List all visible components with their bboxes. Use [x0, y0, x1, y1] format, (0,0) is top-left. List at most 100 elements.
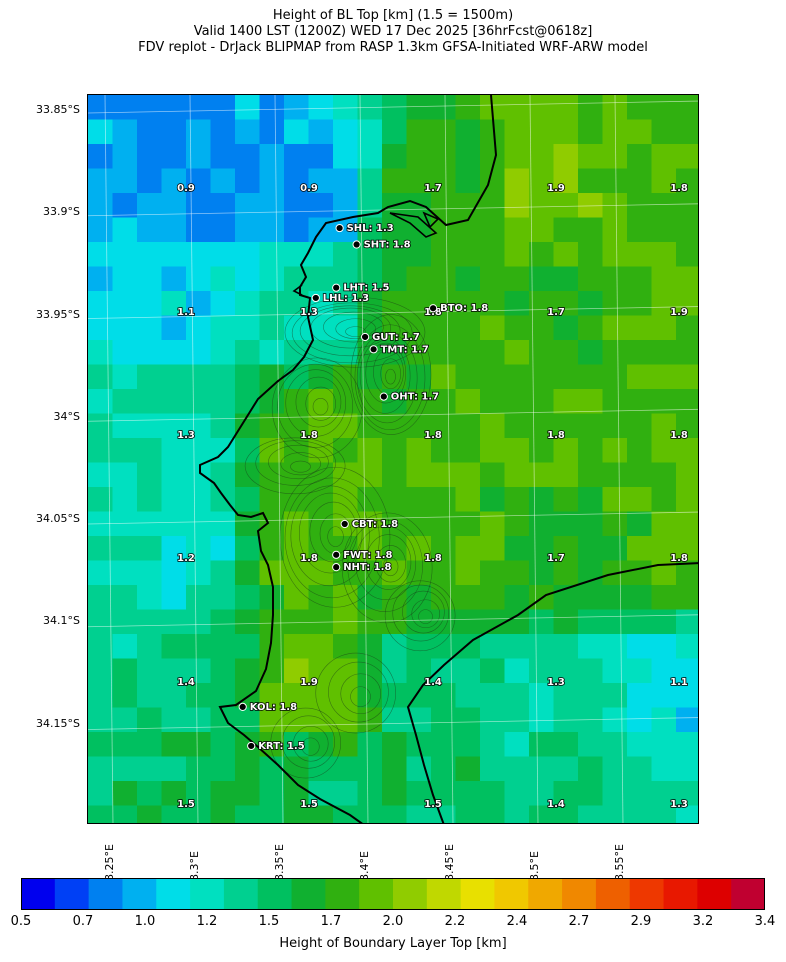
colorbar-segment — [426, 878, 462, 910]
colorbar-tick-label: 0.5 — [10, 914, 32, 929]
grid-value-label: 1.8 — [300, 430, 318, 441]
colorbar-segment — [21, 878, 56, 910]
site-label: TMT: 1.7 — [381, 344, 429, 355]
colorbar-segment — [663, 878, 698, 910]
grid-value-label: 1.7 — [547, 307, 565, 318]
colorbar-label: Height of Boundary Layer Top [km] — [279, 936, 507, 951]
grid-value-label: 1.9 — [670, 307, 688, 318]
grid-value-label: 1.4 — [424, 677, 442, 688]
colorbar-segment — [460, 878, 495, 910]
graticule — [88, 95, 698, 823]
site-label: GUT: 1.7 — [372, 332, 420, 343]
grid-value-label: 1.8 — [424, 430, 442, 441]
site-label: CBT: 1.8 — [352, 519, 398, 530]
map-panel[interactable]: 0.9 0.9 1.7 1.9 1.8 1.1 1.3 1.8 1.7 1.9 1.3 1.8 1.8 1… — [87, 94, 699, 824]
grid-value-label: 1.8 — [547, 430, 565, 441]
map-canvas[interactable]: 0.9 0.9 1.7 1.9 1.8 1.1 1.3 1.8 1.7 1.9 1.3 1.8 1.8 1… — [88, 95, 699, 824]
colorbar-segment — [54, 878, 90, 910]
colorbar-segment — [731, 878, 765, 910]
colorbar-segment — [223, 878, 259, 910]
site-marker[interactable] — [332, 550, 341, 559]
grid-value-labels: 0.9 0.9 1.7 1.9 1.8 1.1 1.3 1.8 1.7 1.9 1.3 1.8 1.8 1… — [176, 182, 688, 811]
lat-tick-label: 34°S — [53, 409, 80, 423]
site-label: LHL: 1.3 — [323, 293, 369, 304]
grid-value-label: 1.9 — [547, 183, 565, 194]
site-marker[interactable] — [335, 223, 344, 233]
site-label: OHT: 1.7 — [391, 392, 439, 403]
colorbar-segment — [528, 878, 563, 910]
grid-value-label: 1.5 — [300, 799, 318, 810]
site-marker[interactable] — [311, 293, 320, 303]
site-label: KOL: 1.8 — [250, 702, 297, 713]
site-marker[interactable] — [379, 392, 388, 401]
colorbar-tick-label: 0.7 — [72, 914, 94, 929]
title-line-3: FDV replot - DrJack BLIPMAP from RASP 1.… — [138, 40, 648, 55]
title-line-1: Height of BL Top [km] (1.5 = 1500m) — [272, 8, 514, 23]
grid-value-label: 1.1 — [177, 307, 195, 318]
site-marker[interactable] — [247, 741, 256, 751]
colorbar-tick-label: 1.0 — [134, 914, 156, 929]
grid-value-label: 1.7 — [547, 553, 565, 564]
colorbar-segment — [257, 878, 293, 910]
lat-tick-label: 34.05°S — [36, 512, 80, 525]
grid-value-label: 1.3 — [547, 677, 565, 688]
grid-value-label: 1.8 — [300, 553, 318, 564]
site-marker[interactable] — [332, 563, 341, 572]
site-marker[interactable] — [340, 519, 349, 529]
grid-value-label: 0.9 — [177, 183, 195, 194]
grid-value-label: 1.8 — [670, 430, 688, 441]
map-title: Height of BL Top [km] (1.5 = 1500m) Vali… — [0, 8, 786, 56]
colorbar — [21, 878, 765, 910]
lat-tick-label: 33.9°S — [43, 205, 80, 219]
site-label: NHT: 1.8 — [343, 562, 391, 573]
site-label: FWT: 1.8 — [343, 550, 392, 561]
colorbar-tick-label: 1.5 — [258, 914, 280, 929]
colorbar-tick-label: 2.4 — [506, 914, 528, 929]
colorbar-segment — [562, 878, 597, 910]
lat-tick-label: 33.95°S — [36, 307, 80, 321]
colorbar-segment — [359, 878, 394, 910]
colorbar-segment — [629, 878, 665, 910]
site-marker[interactable] — [369, 345, 378, 354]
colorbar-tick-label: 1.2 — [196, 914, 218, 929]
site-marker[interactable] — [429, 304, 438, 313]
colorbar-segment — [291, 878, 326, 910]
lat-tick-label: 34.15°S — [36, 716, 80, 730]
colorbar-segment — [697, 878, 732, 910]
grid-value-label: 1.8 — [670, 183, 688, 194]
grid-value-label: 1.8 — [424, 553, 442, 564]
colorbar-segment — [156, 878, 191, 910]
site-label: SHL: 1.3 — [347, 223, 394, 234]
colorbar-segment — [88, 878, 123, 910]
grid-value-label: 1.3 — [177, 430, 195, 441]
colorbar-tick-label: 1.7 — [320, 914, 342, 929]
grid-value-label: 1.9 — [300, 677, 318, 688]
colorbar-tick-label: 3.2 — [692, 914, 714, 929]
grid-value-label: 1.1 — [670, 677, 688, 688]
colorbar-segment — [595, 878, 631, 910]
colorbar-segment — [190, 878, 225, 910]
grid-value-label: 1.5 — [177, 799, 195, 810]
colorbar-tick-label: 2.7 — [568, 914, 590, 929]
grid-value-label: 1.8 — [424, 307, 442, 318]
grid-value-label: 1.8 — [670, 553, 688, 564]
site-marker[interactable] — [238, 702, 247, 711]
site-marker[interactable] — [352, 240, 361, 249]
grid-value-label: 1.5 — [424, 799, 442, 810]
bl-height-grid — [88, 95, 698, 823]
grid-value-label: 1.4 — [177, 677, 195, 688]
colorbar-segment — [122, 878, 157, 910]
site-label: BTO: 1.8 — [440, 303, 488, 314]
grid-value-label: 0.9 — [300, 183, 318, 194]
site-marker[interactable] — [361, 332, 370, 342]
grid-value-label: 1.3 — [300, 307, 318, 318]
colorbar-tick-label: 2.9 — [630, 914, 652, 929]
colorbar-tick-label: 3.4 — [754, 914, 776, 929]
site-marker[interactable] — [332, 283, 341, 292]
colorbar-segment — [494, 878, 529, 910]
grid-value-label: 1.2 — [177, 553, 195, 564]
site-label: KRT: 1.5 — [258, 741, 305, 752]
grid-value-label: 1.3 — [670, 799, 688, 810]
colorbar-segment — [393, 878, 428, 910]
